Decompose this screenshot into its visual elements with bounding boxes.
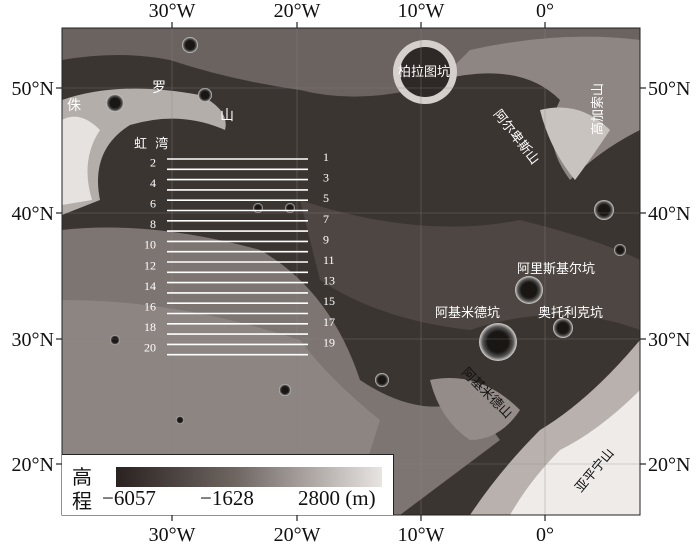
profile-label: 3 — [323, 171, 329, 185]
label-aristillus: 阿里斯基尔坑 — [517, 262, 595, 277]
lon-label: 10°W — [398, 524, 445, 546]
lat-label: 20°N — [12, 454, 54, 476]
profile-label: 15 — [323, 294, 335, 308]
lat-label: 50°N — [12, 78, 54, 100]
legend-title: 高 — [72, 465, 92, 489]
lon-labels-bottom: 30°W 20°W 10°W 0° — [149, 524, 554, 546]
lon-label: 0° — [536, 0, 554, 22]
elevation-legend: 高 程 −6057 −1628 2800 (m) — [62, 454, 394, 515]
profile-label: 8 — [150, 217, 156, 231]
ticks — [56, 22, 646, 521]
lon-label: 10°W — [398, 0, 445, 22]
label-caucasus: 高加索山 — [590, 83, 606, 135]
profile-label: 12 — [144, 258, 156, 272]
lon-label: 30°W — [149, 0, 196, 22]
label-plato: 柏拉图坑 — [398, 65, 450, 80]
profile-label: 1 — [323, 150, 329, 164]
lon-label: 20°W — [274, 0, 321, 22]
profile-label: 2 — [150, 155, 156, 169]
lon-labels-top: 30°W 20°W 10°W 0° — [149, 0, 554, 22]
profile-label: 11 — [323, 253, 335, 267]
lon-label: 0° — [536, 524, 554, 546]
lon-label: 20°W — [274, 524, 321, 546]
elevation-colorbar — [116, 467, 382, 487]
lon-label: 30°W — [149, 524, 196, 546]
map-frame — [61, 27, 641, 516]
profile-label: 10 — [144, 238, 156, 252]
label-archimedes: 阿基米德坑 — [435, 306, 500, 321]
label-autolycus: 奥托利克坑 — [538, 306, 603, 321]
profile-label: 20 — [144, 341, 156, 355]
profile-label: 17 — [323, 315, 335, 329]
profile-label: 9 — [323, 232, 329, 246]
lat-labels-left: 50°N 40°N 30°N 20°N — [12, 78, 54, 476]
legend-max: 2800 (m) — [298, 486, 376, 510]
profile-label: 4 — [150, 176, 156, 190]
lat-label: 30°N — [648, 329, 690, 351]
lat-label: 20°N — [648, 454, 690, 476]
profile-label: 18 — [144, 320, 156, 334]
label-jura: 罗 — [152, 80, 166, 96]
profile-label: 13 — [323, 274, 335, 288]
lat-label: 40°N — [12, 203, 54, 225]
label-sinus-iridum: 虹 湾 — [134, 136, 168, 152]
profile-label: 16 — [144, 300, 156, 314]
profile-label: 14 — [144, 279, 156, 293]
lat-label: 30°N — [12, 329, 54, 351]
legend-title: 程 — [72, 489, 92, 513]
lat-label: 40°N — [648, 203, 690, 225]
label-jura: 侏 — [67, 98, 81, 114]
lat-label: 50°N — [648, 78, 690, 100]
label-jura: 山 — [220, 108, 234, 124]
legend-min: −6057 — [102, 486, 156, 510]
lat-labels-right: 50°N 40°N 30°N 20°N — [648, 78, 690, 476]
profile-label: 19 — [323, 335, 335, 349]
legend-mid: −1628 — [200, 486, 254, 510]
profile-label: 6 — [150, 197, 156, 211]
profile-label: 5 — [323, 191, 329, 205]
profile-label: 7 — [323, 212, 329, 226]
